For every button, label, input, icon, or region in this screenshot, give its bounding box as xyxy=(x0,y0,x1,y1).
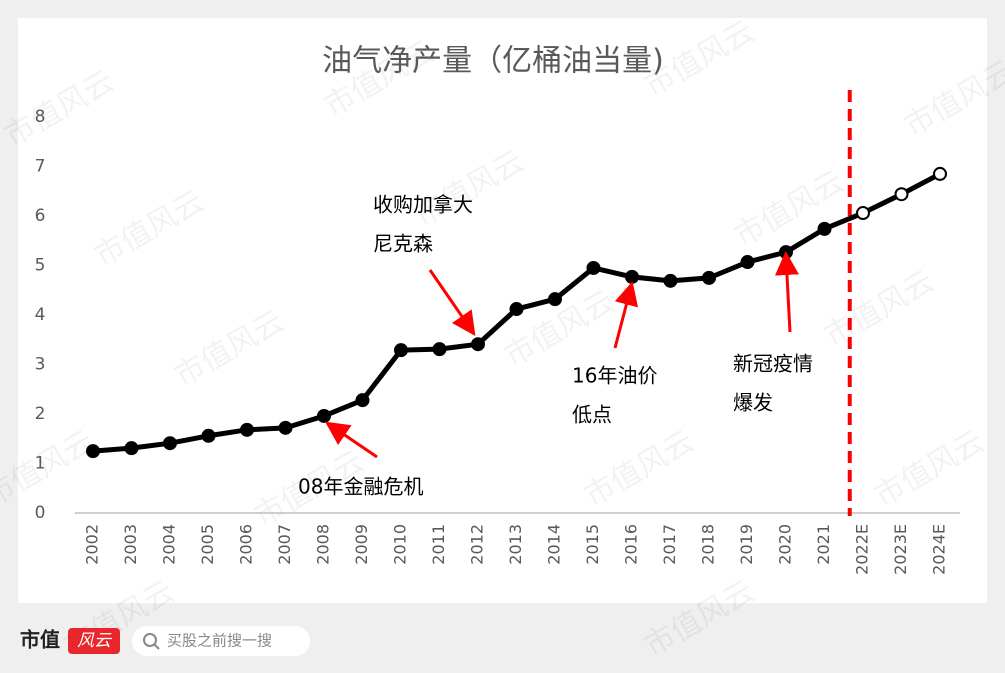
chart-area xyxy=(18,18,987,603)
x-tick-label: 2007 xyxy=(275,524,294,565)
annotation-arrow xyxy=(428,269,476,336)
marker xyxy=(124,441,139,456)
x-tick-label: 2006 xyxy=(237,524,256,565)
footer: 市值 风云 买股之前搜一搜 xyxy=(20,626,310,656)
x-tick-label: 2004 xyxy=(160,524,179,565)
x-tick-label: 2009 xyxy=(352,524,371,565)
x-tick-label: 2023E xyxy=(891,524,910,575)
marker xyxy=(586,260,601,275)
y-tick-label: 4 xyxy=(35,305,46,325)
marker xyxy=(625,269,639,284)
annotation-arrow xyxy=(774,251,799,333)
y-tick-label: 6 xyxy=(35,206,46,226)
x-tick-label: 2021 xyxy=(814,524,833,565)
marker xyxy=(702,270,716,285)
x-tick-label: 2012 xyxy=(468,524,487,565)
marker xyxy=(163,436,177,451)
x-tick-label: 2002 xyxy=(83,524,102,565)
x-tick-label: 2022E xyxy=(853,524,872,575)
marker xyxy=(740,255,755,270)
y-tick-label: 2 xyxy=(35,404,46,424)
brand-badge xyxy=(68,628,120,654)
brand-badge-text: 风云 xyxy=(77,631,113,651)
y-tick-label: 3 xyxy=(35,355,46,375)
marker xyxy=(317,408,331,423)
y-tick-label: 0 xyxy=(35,503,46,523)
x-tick-label: 2008 xyxy=(314,524,333,565)
marker xyxy=(548,292,562,307)
y-tick-label: 8 xyxy=(35,107,46,127)
x-tick-label: 2003 xyxy=(121,524,140,565)
marker xyxy=(86,444,100,459)
marker xyxy=(663,273,678,288)
marker xyxy=(471,337,485,352)
y-tick-label: 5 xyxy=(35,256,46,276)
x-tick-label: 2010 xyxy=(391,524,410,565)
annotation-text: 尼克森 xyxy=(373,232,433,256)
marker xyxy=(240,422,254,437)
y-tick-label: 1 xyxy=(35,454,46,474)
annotation-arrow xyxy=(325,421,378,459)
x-tick-label: 2019 xyxy=(737,524,756,565)
marker xyxy=(933,166,947,181)
annotation-arrow xyxy=(613,281,639,349)
marker xyxy=(432,342,447,357)
marker xyxy=(779,245,793,260)
x-tick-label: 2017 xyxy=(660,524,679,565)
x-tick-label: 2024E xyxy=(930,524,949,575)
annotation-text: 16年油价 xyxy=(572,364,657,388)
marker xyxy=(894,187,909,202)
annotation-text: 低点 xyxy=(572,403,612,427)
marker xyxy=(201,428,216,443)
x-tick-label: 2005 xyxy=(198,524,217,565)
annotation-text: 08年金融危机 xyxy=(298,475,423,499)
search-icon-handle xyxy=(153,643,160,650)
annotation-text: 收购加拿大 xyxy=(373,193,473,217)
marker xyxy=(509,302,524,317)
marker xyxy=(278,420,293,435)
search-icon xyxy=(143,633,157,647)
x-tick-label: 2020 xyxy=(776,524,795,565)
x-tick-label: 2018 xyxy=(699,524,718,565)
chart-title: 油气净产量（亿桶油当量) xyxy=(322,44,664,79)
brand-text: 市值 xyxy=(20,628,60,652)
x-tick-label: 2014 xyxy=(545,524,564,565)
x-tick-label: 2011 xyxy=(429,524,448,565)
annotation-text: 爆发 xyxy=(733,391,773,415)
marker xyxy=(394,343,408,358)
x-tick-label: 2015 xyxy=(583,524,602,565)
y-tick-label: 7 xyxy=(35,157,46,177)
marker xyxy=(817,221,832,236)
search-placeholder: 买股之前搜一搜 xyxy=(167,632,272,650)
marker xyxy=(856,206,870,221)
annotation-text: 新冠疫情 xyxy=(733,352,813,376)
plot: 0 1 2 3 4 5 6 7 8 2002 2003 2004 2005 2006 2007 2008 200… xyxy=(35,90,949,575)
marker xyxy=(355,393,370,408)
x-tick-label: 2013 xyxy=(506,524,525,565)
x-tick-label: 2016 xyxy=(622,524,641,565)
search-box[interactable] xyxy=(132,626,310,656)
